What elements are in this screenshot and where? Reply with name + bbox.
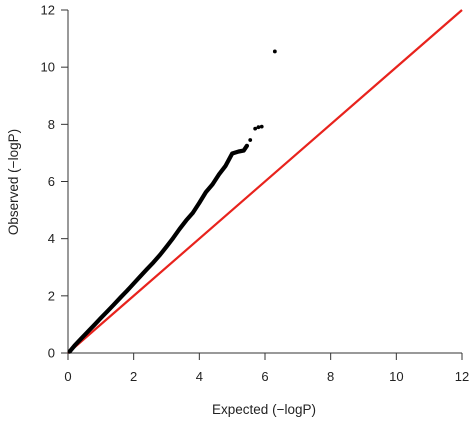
data-point <box>164 244 169 249</box>
data-point <box>171 236 175 240</box>
data-point <box>236 149 241 154</box>
data-point <box>241 148 246 153</box>
data-points <box>67 49 277 354</box>
data-point <box>151 260 156 265</box>
y-tick-label: 12 <box>41 3 55 18</box>
x-tick-label: 10 <box>389 369 403 384</box>
x-axis-title: Expected (−logP) <box>212 402 316 417</box>
data-point <box>217 172 221 177</box>
data-point <box>272 49 277 54</box>
data-point <box>204 190 208 194</box>
y-tick-label: 8 <box>48 117 55 132</box>
data-point <box>259 124 264 129</box>
data-point <box>112 302 116 307</box>
point-band <box>67 143 249 354</box>
data-point <box>92 323 97 327</box>
axes: 0 2 4 6 8 10 12 0 2 4 6 8 10 12 <box>41 3 470 385</box>
data-point <box>190 211 195 215</box>
data-point <box>138 274 143 279</box>
data-point <box>79 336 83 341</box>
data-point <box>245 143 249 148</box>
y-axis-title: Observed (−logP) <box>6 129 21 235</box>
x-tick-label: 4 <box>196 369 203 384</box>
data-point <box>248 138 253 142</box>
reference-line-group <box>67 9 463 354</box>
y-tick-label: 6 <box>48 174 55 189</box>
data-point <box>72 343 77 348</box>
data-point <box>253 126 258 131</box>
data-point <box>210 182 215 187</box>
x-tick-label: 6 <box>261 369 268 384</box>
data-point <box>197 201 202 205</box>
data-point <box>145 267 149 272</box>
reference-line <box>67 9 463 354</box>
data-point <box>131 281 136 286</box>
x-tick-label: 0 <box>64 369 71 384</box>
data-point <box>125 288 129 293</box>
x-tick-label: 2 <box>130 369 137 384</box>
x-tick-label: 12 <box>455 369 469 384</box>
y-tick-label: 4 <box>48 231 55 246</box>
data-point <box>177 227 182 231</box>
y-tick-label: 2 <box>48 288 55 303</box>
data-point <box>230 151 234 156</box>
data-point <box>256 125 261 130</box>
data-point <box>85 330 90 334</box>
data-point <box>184 218 188 223</box>
data-point <box>67 349 72 354</box>
data-point <box>99 316 103 320</box>
data-point <box>158 253 162 257</box>
y-tick-label: 0 <box>48 346 55 361</box>
data-point <box>118 295 123 300</box>
data-point <box>105 309 110 314</box>
x-tick-label: 8 <box>327 369 334 384</box>
y-tick-label: 10 <box>41 60 55 75</box>
data-point <box>223 163 228 168</box>
